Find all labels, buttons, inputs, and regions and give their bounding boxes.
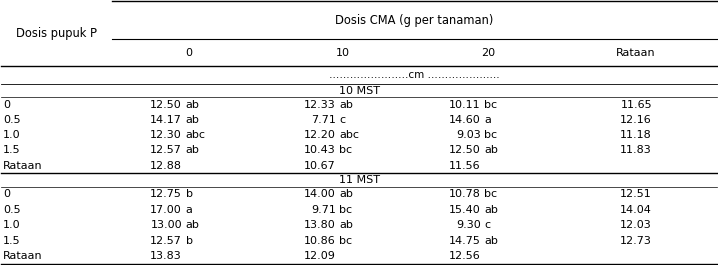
- Text: bc: bc: [484, 189, 498, 200]
- Text: 11.18: 11.18: [620, 130, 652, 140]
- Text: abc: abc: [185, 130, 205, 140]
- Text: 12.09: 12.09: [304, 251, 336, 261]
- Text: 12.33: 12.33: [304, 100, 336, 110]
- Text: 13.80: 13.80: [304, 220, 336, 230]
- Text: 0.5: 0.5: [3, 115, 20, 125]
- Text: 13.00: 13.00: [150, 220, 182, 230]
- Text: bc: bc: [340, 145, 353, 155]
- Text: 0.5: 0.5: [3, 205, 20, 215]
- Text: ab: ab: [340, 220, 353, 230]
- Text: 1.5: 1.5: [3, 236, 20, 246]
- Text: 14.17: 14.17: [150, 115, 182, 125]
- Text: 12.50: 12.50: [150, 100, 182, 110]
- Text: 12.57: 12.57: [150, 145, 182, 155]
- Text: 12.75: 12.75: [150, 189, 182, 200]
- Text: 11.83: 11.83: [620, 145, 652, 155]
- Text: ab: ab: [185, 115, 200, 125]
- Text: 14.00: 14.00: [304, 189, 336, 200]
- Text: bc: bc: [340, 205, 353, 215]
- Text: a: a: [484, 115, 491, 125]
- Text: 11.56: 11.56: [449, 161, 480, 171]
- Text: 10.78: 10.78: [449, 189, 480, 200]
- Text: Dosis CMA (g per tanaman): Dosis CMA (g per tanaman): [335, 14, 493, 27]
- Text: 14.60: 14.60: [449, 115, 480, 125]
- Text: ab: ab: [340, 189, 353, 200]
- Text: 12.73: 12.73: [620, 236, 652, 246]
- Text: 12.50: 12.50: [449, 145, 480, 155]
- Text: 10.86: 10.86: [304, 236, 336, 246]
- Text: 0: 0: [3, 100, 10, 110]
- Text: ab: ab: [185, 220, 200, 230]
- Text: 12.57: 12.57: [150, 236, 182, 246]
- Text: bc: bc: [340, 236, 353, 246]
- Text: 9.71: 9.71: [311, 205, 336, 215]
- Text: bc: bc: [484, 100, 498, 110]
- Text: ab: ab: [484, 145, 498, 155]
- Text: ab: ab: [484, 236, 498, 246]
- Text: ab: ab: [185, 100, 200, 110]
- Text: 14.75: 14.75: [449, 236, 480, 246]
- Text: 12.03: 12.03: [620, 220, 652, 230]
- Text: c: c: [484, 220, 490, 230]
- Text: 7.71: 7.71: [311, 115, 336, 125]
- Text: 13.83: 13.83: [150, 251, 182, 261]
- Text: ab: ab: [484, 205, 498, 215]
- Text: 0: 0: [3, 189, 10, 200]
- Text: c: c: [340, 115, 345, 125]
- Text: bc: bc: [484, 130, 498, 140]
- Text: 10: 10: [336, 47, 350, 58]
- Text: Rataan: Rataan: [616, 47, 656, 58]
- Text: 10.43: 10.43: [304, 145, 336, 155]
- Text: ab: ab: [340, 100, 353, 110]
- Text: 12.16: 12.16: [620, 115, 652, 125]
- Text: abc: abc: [340, 130, 359, 140]
- Text: 12.88: 12.88: [150, 161, 182, 171]
- Text: 10.11: 10.11: [449, 100, 480, 110]
- Text: 12.30: 12.30: [150, 130, 182, 140]
- Text: 9.30: 9.30: [456, 220, 480, 230]
- Text: 10.67: 10.67: [304, 161, 336, 171]
- Text: b: b: [185, 189, 192, 200]
- Text: a: a: [185, 205, 192, 215]
- Text: Rataan: Rataan: [3, 161, 42, 171]
- Text: Dosis pupuk P: Dosis pupuk P: [17, 27, 98, 40]
- Text: 1.0: 1.0: [3, 220, 20, 230]
- Text: 15.40: 15.40: [449, 205, 480, 215]
- Text: 9.03: 9.03: [456, 130, 480, 140]
- Text: 1.0: 1.0: [3, 130, 20, 140]
- Text: Rataan: Rataan: [3, 251, 42, 261]
- Text: ab: ab: [185, 145, 200, 155]
- Text: 1.5: 1.5: [3, 145, 20, 155]
- Text: 12.20: 12.20: [304, 130, 336, 140]
- Text: 17.00: 17.00: [150, 205, 182, 215]
- Text: 11 MST: 11 MST: [338, 175, 380, 185]
- Text: 20: 20: [480, 47, 495, 58]
- Text: 12.56: 12.56: [449, 251, 480, 261]
- Text: 14.04: 14.04: [620, 205, 652, 215]
- Text: 0: 0: [186, 47, 192, 58]
- Text: 12.51: 12.51: [620, 189, 652, 200]
- Text: …………………..cm ……………......: …………………..cm ……………......: [329, 70, 500, 80]
- Text: b: b: [185, 236, 192, 246]
- Text: 10 MST: 10 MST: [338, 86, 380, 96]
- Text: 11.65: 11.65: [620, 100, 652, 110]
